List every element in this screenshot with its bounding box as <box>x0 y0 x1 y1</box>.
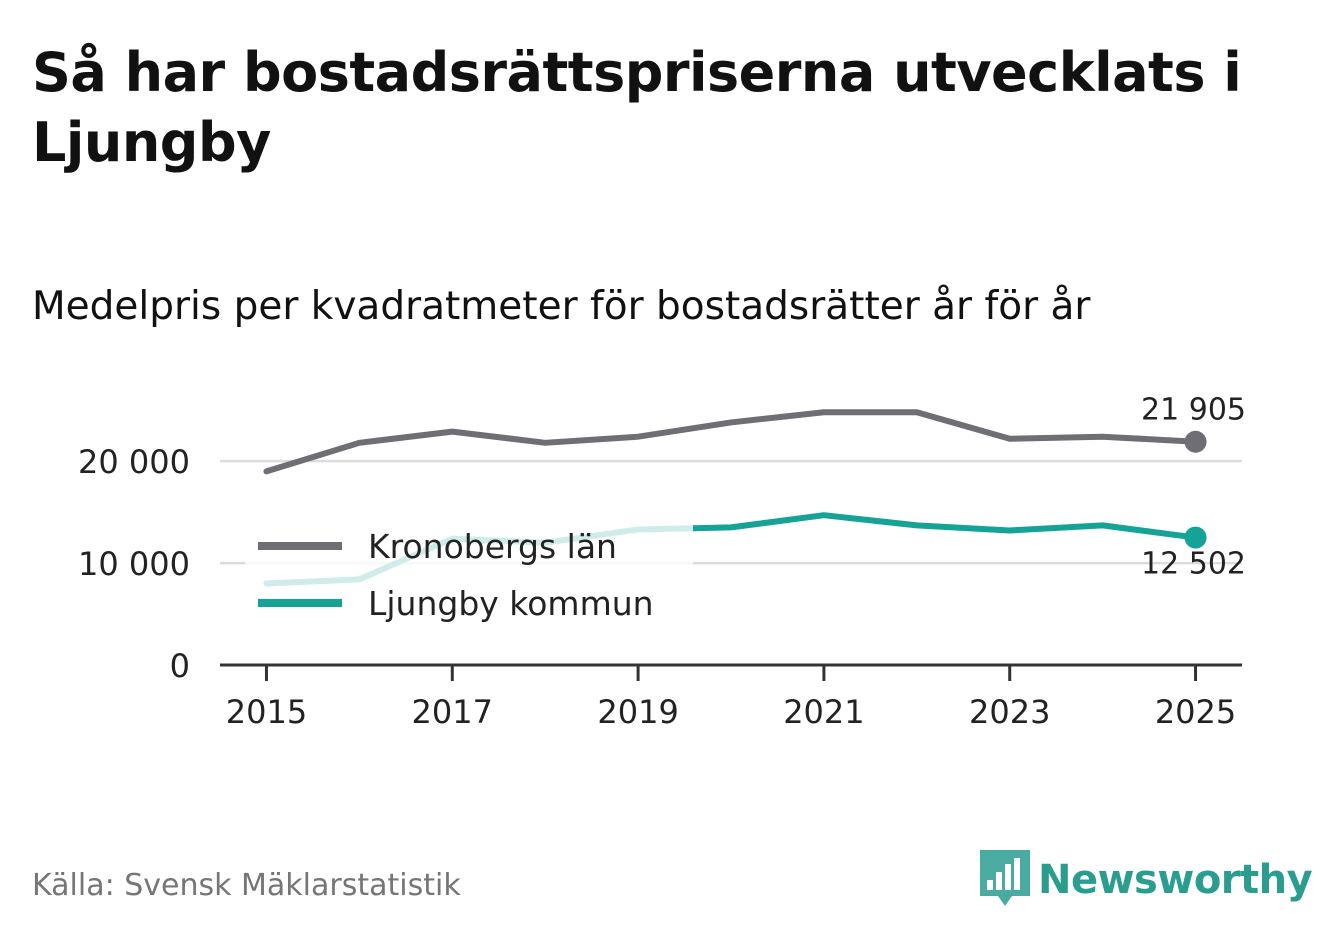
legend-label: Kronobergs län <box>368 527 617 566</box>
logo-text: Newsworthy <box>1038 857 1313 903</box>
y-tick-label: 20 000 <box>78 443 190 481</box>
x-tick-label: 2025 <box>1155 693 1236 731</box>
x-tick-label: 2017 <box>412 693 493 731</box>
source-note: Källa: Svensk Mäklarstatistik <box>32 868 461 903</box>
x-tick-label: 2015 <box>226 693 307 731</box>
x-tick-label: 2019 <box>597 693 678 731</box>
newsworthy-chart-icon <box>980 850 1030 906</box>
end-value-label: 12 502 <box>1141 547 1246 582</box>
legend-background <box>245 518 693 628</box>
chart-title: Så har bostadsrättspriserna utvecklats i… <box>32 41 1242 174</box>
end-point-marker <box>1184 430 1207 453</box>
y-tick-label: 10 000 <box>78 545 190 583</box>
end-value-label: 21 905 <box>1141 393 1246 428</box>
x-tick-label: 2023 <box>969 693 1050 731</box>
series-line-kronobergs-lan <box>263 409 1199 475</box>
chart-subtitle: Medelpris per kvadratmeter för bostadsrä… <box>32 284 1091 329</box>
legend-label: Ljungby kommun <box>368 584 654 623</box>
newsworthy-logo: Newsworthy <box>980 850 1313 910</box>
x-tick-label: 2021 <box>783 693 864 731</box>
end-point-marker <box>1184 526 1207 549</box>
y-tick-label: 0 <box>170 647 190 685</box>
